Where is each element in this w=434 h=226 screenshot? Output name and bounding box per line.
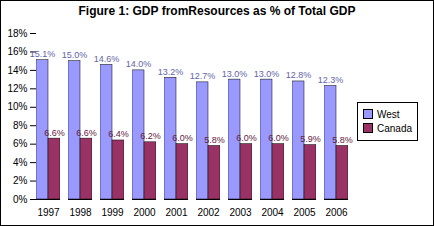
svg-text:2006: 2006 [325, 207, 348, 218]
svg-text:4%: 4% [13, 157, 28, 168]
svg-text:14.0%: 14.0% [126, 59, 152, 69]
svg-text:6.0%: 6.0% [236, 133, 257, 143]
svg-text:8%: 8% [13, 120, 28, 131]
svg-text:2002: 2002 [197, 207, 220, 218]
svg-text:13.0%: 13.0% [254, 68, 280, 78]
svg-text:13.0%: 13.0% [222, 68, 248, 78]
svg-text:6.0%: 6.0% [268, 133, 289, 143]
svg-text:1999: 1999 [101, 207, 124, 218]
svg-text:6.6%: 6.6% [76, 128, 97, 138]
html-text:Canada: Canada [377, 122, 412, 134]
svg-text:12%: 12% [7, 83, 27, 94]
svg-text:5.8%: 5.8% [332, 135, 353, 145]
svg-text:2%: 2% [13, 175, 28, 186]
svg-text:12.7%: 12.7% [190, 71, 216, 81]
svg-text:2004: 2004 [261, 207, 284, 218]
svg-text:1998: 1998 [69, 207, 92, 218]
svg-text:2003: 2003 [229, 207, 252, 218]
svg-text:2001: 2001 [165, 207, 188, 218]
svg-text:0%: 0% [13, 194, 28, 205]
html-text:West: West [377, 108, 400, 120]
html-text:Figure 1: GDP fromResources as: Figure 1: GDP fromResources as % of Tota… [78, 4, 356, 18]
svg-text:12.8%: 12.8% [286, 70, 312, 80]
svg-text:10%: 10% [7, 101, 27, 112]
svg-text:18%: 18% [7, 28, 27, 39]
svg-text:15.0%: 15.0% [62, 50, 88, 60]
svg-text:2005: 2005 [293, 207, 316, 218]
svg-text:15.1%: 15.1% [30, 49, 56, 59]
svg-text:14%: 14% [7, 65, 27, 76]
svg-text:5.8%: 5.8% [204, 135, 225, 145]
svg-text:16%: 16% [7, 46, 27, 57]
svg-text:12.3%: 12.3% [318, 75, 344, 85]
svg-text:6.4%: 6.4% [108, 129, 129, 139]
svg-text:5.9%: 5.9% [300, 134, 321, 144]
svg-text:6.6%: 6.6% [44, 128, 65, 138]
svg-text:13.2%: 13.2% [158, 67, 184, 77]
svg-text:6.2%: 6.2% [140, 131, 161, 141]
svg-text:6.0%: 6.0% [172, 133, 193, 143]
svg-text:14.6%: 14.6% [94, 54, 120, 64]
svg-text:2000: 2000 [133, 207, 156, 218]
svg-text:6%: 6% [13, 138, 28, 149]
svg-text:1997: 1997 [37, 207, 60, 218]
